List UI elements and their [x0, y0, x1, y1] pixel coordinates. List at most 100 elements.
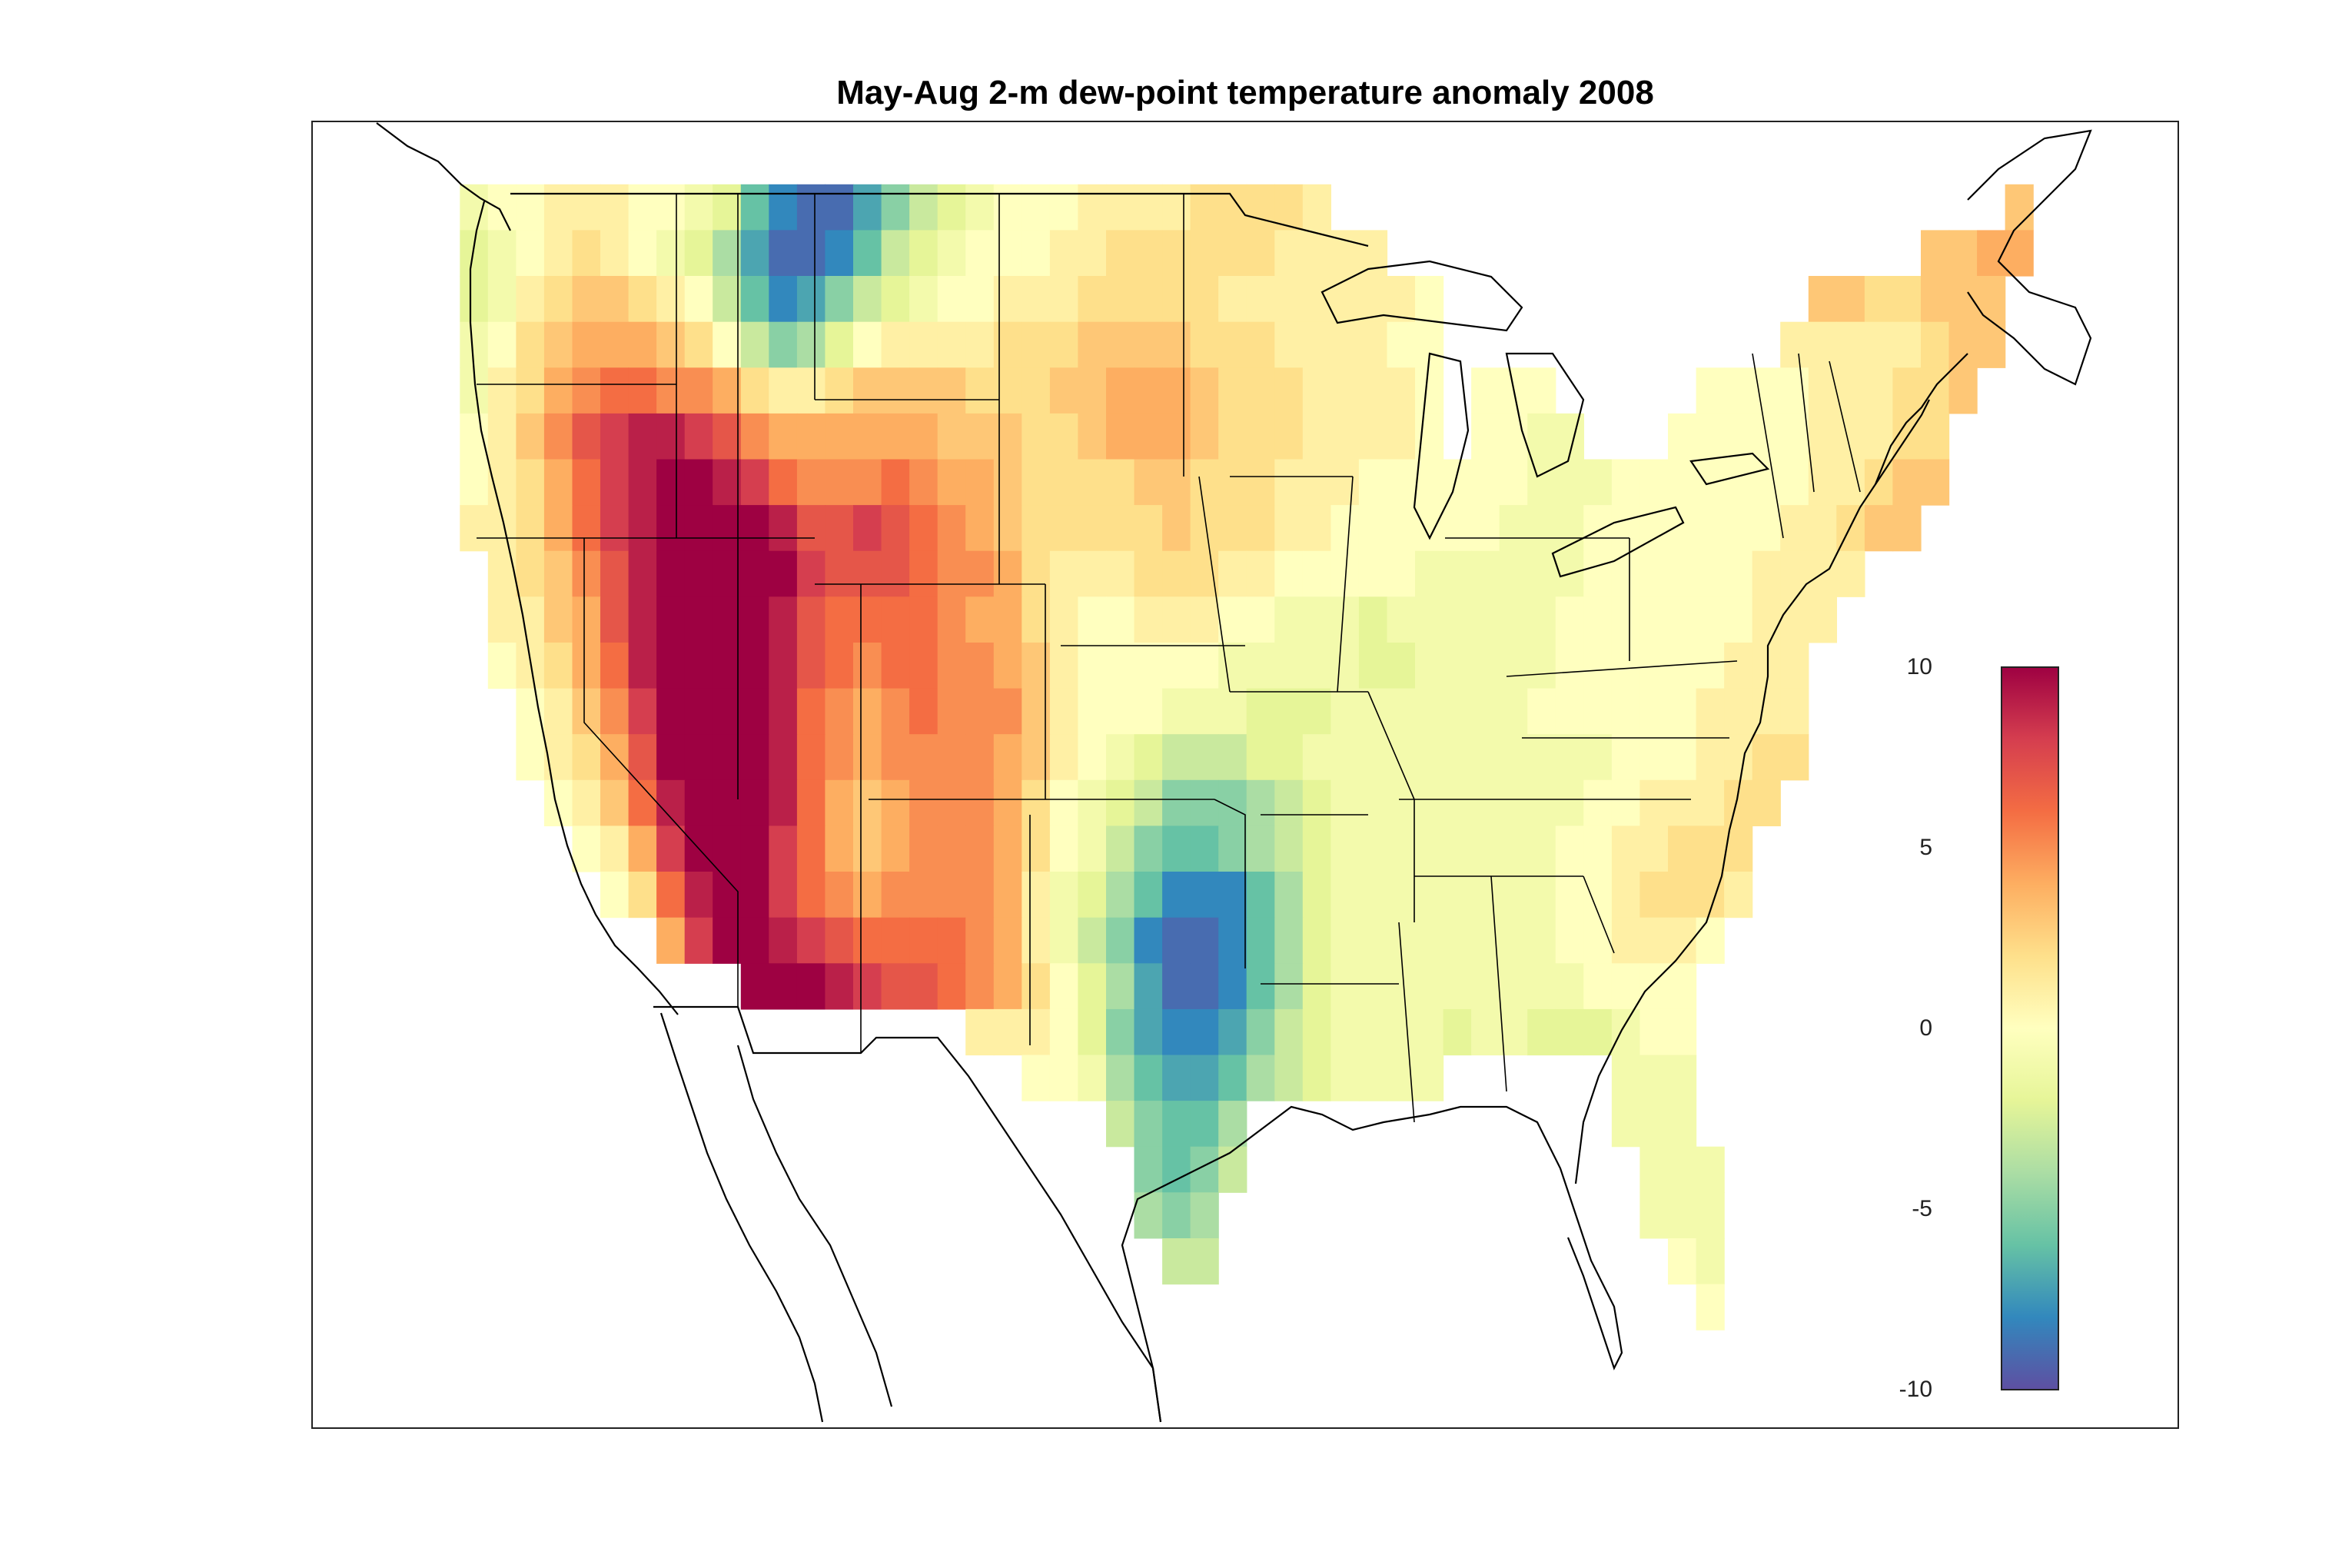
grid-cell	[1696, 734, 1725, 781]
grid-cell	[1022, 734, 1051, 781]
grid-cell	[656, 505, 686, 552]
grid-cell	[1218, 276, 1247, 323]
grid-cell	[1190, 184, 1219, 231]
grid-cell	[684, 367, 713, 414]
grid-cell	[853, 826, 882, 872]
grid-cell	[1387, 276, 1416, 323]
grid-cell	[825, 184, 854, 231]
grid-cell	[1246, 184, 1275, 231]
grid-cell	[1639, 779, 1669, 826]
grid-cell	[937, 367, 966, 414]
grid-cell	[1274, 276, 1304, 323]
grid-cell	[853, 596, 882, 643]
grid-cell	[1246, 230, 1275, 277]
grid-cell	[1864, 321, 1894, 368]
grid-cell	[600, 459, 630, 506]
grid-cell	[965, 367, 995, 414]
grid-cell	[796, 276, 826, 323]
grid-cell	[1948, 321, 1978, 368]
grid-cell	[1218, 184, 1247, 231]
grid-cell	[1022, 367, 1051, 414]
grid-cell	[1049, 917, 1079, 964]
grid-cell	[1780, 459, 1809, 506]
grid-cell	[769, 505, 798, 552]
grid-cell	[1499, 643, 1528, 689]
grid-cell	[853, 688, 882, 735]
grid-cell	[628, 872, 657, 919]
grid-cell	[769, 367, 798, 414]
grid-cell	[1078, 276, 1107, 323]
grid-cell	[1639, 550, 1669, 597]
grid-cell	[543, 550, 573, 597]
grid-cell	[713, 596, 742, 643]
maritime-coastline	[1967, 129, 2092, 386]
grid-cell	[909, 826, 938, 872]
grid-cell	[1611, 963, 1641, 1010]
grid-cell	[1696, 1284, 1725, 1330]
grid-cell	[628, 826, 657, 872]
grid-cell	[1443, 688, 1472, 735]
grid-cell	[1246, 321, 1275, 368]
grid-cell	[600, 505, 630, 552]
grid-cell	[1696, 596, 1725, 643]
grid-cell	[572, 734, 601, 781]
grid-cell	[1190, 1008, 1219, 1056]
grid-cell	[909, 367, 938, 414]
grid-cell	[825, 459, 854, 506]
grid-cell	[796, 734, 826, 781]
grid-cell	[853, 321, 882, 368]
grid-cell	[487, 505, 517, 552]
grid-cell	[1892, 367, 1922, 414]
grid-cell	[1583, 459, 1613, 506]
grid-cell	[1190, 230, 1219, 277]
grid-cell	[740, 596, 769, 643]
grid-cell	[796, 321, 826, 368]
grid-cell	[1921, 230, 1950, 277]
grid-cell	[769, 734, 798, 781]
grid-cell	[853, 872, 882, 919]
grid-cell	[769, 321, 798, 368]
grid-cell	[628, 550, 657, 597]
grid-cell	[1106, 917, 1135, 964]
grid-cell	[1639, 459, 1669, 506]
grid-cell	[1724, 459, 1753, 506]
grid-cell	[1078, 459, 1107, 506]
grid-cell	[1358, 917, 1388, 964]
grid-cell	[1611, 1008, 1641, 1056]
grid-cell	[1387, 550, 1416, 597]
grid-cell	[937, 826, 966, 872]
grid-cell	[1190, 321, 1219, 368]
grid-cell	[1499, 596, 1528, 643]
grid-cell	[1218, 826, 1247, 872]
grid-cell	[1668, 459, 1697, 506]
grid-cell	[909, 321, 938, 368]
grid-cell	[853, 413, 882, 460]
grid-cell	[656, 826, 686, 872]
grid-cell	[1471, 367, 1500, 414]
grid-cell	[684, 184, 713, 231]
grid-cell	[656, 688, 686, 735]
grid-cell	[1078, 321, 1107, 368]
grid-cell	[1190, 459, 1219, 506]
grid-cell	[1387, 826, 1416, 872]
grid-cell	[740, 550, 769, 597]
grid-cell	[1808, 596, 1837, 643]
grid-cell	[600, 276, 630, 323]
grid-cell	[1358, 734, 1388, 781]
grid-cell	[881, 413, 910, 460]
grid-cell	[543, 367, 573, 414]
grid-cell	[543, 459, 573, 506]
grid-cell	[1218, 1008, 1247, 1056]
grid-cell	[853, 276, 882, 323]
grid-cell	[1864, 459, 1894, 506]
grid-cell	[1274, 1055, 1304, 1101]
grid-cell	[1892, 276, 1922, 323]
grid-cell	[600, 688, 630, 735]
grid-cell	[1162, 1055, 1191, 1101]
grid-cell	[965, 596, 995, 643]
grid-cell	[1134, 367, 1163, 414]
grid-cell	[993, 230, 1022, 277]
grid-cell	[1106, 826, 1135, 872]
grid-cell	[1415, 276, 1444, 323]
